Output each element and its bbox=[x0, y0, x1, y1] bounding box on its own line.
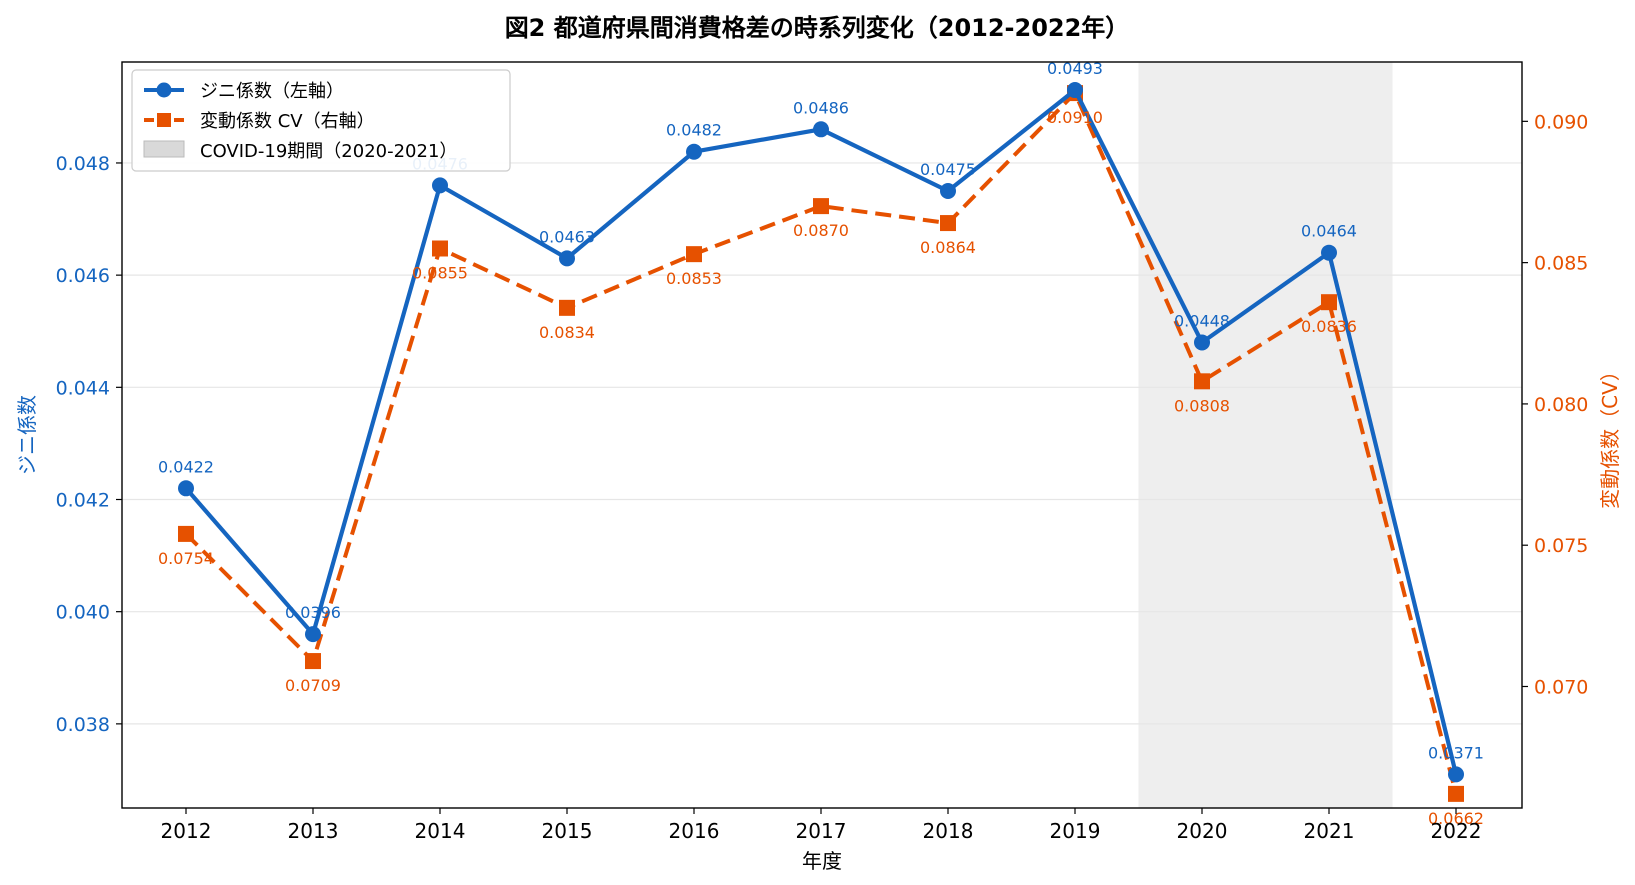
cv-line bbox=[184, 91, 1458, 795]
legend-box bbox=[131, 69, 511, 172]
cv-data-label: 0.0808 bbox=[1174, 396, 1230, 415]
y-right-tick-label: 0.075 bbox=[1534, 535, 1588, 557]
y-right-tick-label: 0.085 bbox=[1534, 253, 1588, 275]
legend-gini-swatch-marker bbox=[156, 82, 172, 98]
cv-marker bbox=[813, 198, 829, 215]
cv-marker bbox=[178, 525, 194, 542]
gini-data-label: 0.0422 bbox=[158, 457, 214, 476]
cv-data-label: 0.0870 bbox=[793, 221, 849, 240]
cv-data-label: 0.0910 bbox=[1047, 108, 1103, 127]
cv-data-label: 0.0853 bbox=[666, 269, 722, 288]
gini-marker bbox=[432, 177, 448, 194]
gini-data-label: 0.0464 bbox=[1301, 222, 1357, 241]
x-tick-label: 2012 bbox=[161, 819, 212, 843]
cv-marker bbox=[1321, 294, 1337, 311]
series-layer: 0.04220.03960.04760.04630.04820.04860.04… bbox=[158, 59, 1484, 828]
covid-shade-rect bbox=[1138, 62, 1393, 808]
cv-data-label: 0.0834 bbox=[539, 323, 595, 342]
legend: ジニ係数（左軸） 変動係数 CV（右軸） COVID-19期間（2020-2021） bbox=[131, 69, 511, 172]
cv-marker bbox=[432, 240, 448, 257]
x-tick-label: 2020 bbox=[1177, 819, 1228, 843]
cv-data-label: 0.0754 bbox=[158, 549, 214, 568]
legend-cv-label: 変動係数 CV（右軸） bbox=[200, 111, 375, 132]
x-tick-label: 2021 bbox=[1304, 819, 1355, 843]
y-right-tick-label: 0.090 bbox=[1534, 111, 1588, 133]
legend-cv-swatch-marker bbox=[157, 113, 171, 127]
gini-marker bbox=[305, 626, 321, 643]
gini-data-label: 0.0475 bbox=[920, 160, 976, 179]
chart-title: 図2 都道府県間消費格差の時系列変化（2012-2022年） bbox=[505, 14, 1130, 42]
cv-data-label: 0.0836 bbox=[1301, 317, 1357, 336]
gini-marker bbox=[559, 250, 575, 267]
gini-data-label: 0.0486 bbox=[793, 98, 849, 117]
cv-data-label: 0.0662 bbox=[1428, 809, 1484, 828]
gini-marker bbox=[940, 183, 956, 200]
x-tick-label: 2016 bbox=[669, 819, 720, 843]
y-left-tick-label: 0.048 bbox=[56, 153, 110, 175]
cv-marker bbox=[686, 246, 702, 263]
gini-data-label: 0.0396 bbox=[285, 603, 341, 622]
cv-data-label: 0.0864 bbox=[920, 238, 976, 257]
plot-frame bbox=[121, 61, 1523, 809]
axes: 0.038 0.040 0.042 0.044 0.046 0.048 0.070 0.075… bbox=[56, 61, 1588, 843]
cv-data-label: 0.0855 bbox=[412, 264, 468, 283]
gini-marker bbox=[1321, 244, 1337, 261]
x-tick-label: 2022 bbox=[1431, 819, 1482, 843]
y-axis-right-label: 変動係数（CV） bbox=[1598, 361, 1622, 509]
x-tick-label: 2017 bbox=[796, 819, 847, 843]
gini-marker bbox=[1448, 766, 1464, 783]
legend-gini-label: ジニ係数（左軸） bbox=[200, 81, 344, 102]
cv-marker bbox=[559, 299, 575, 316]
gini-data-label: 0.0482 bbox=[666, 121, 722, 140]
x-tick-label: 2015 bbox=[542, 819, 593, 843]
y-right-tick-label: 0.080 bbox=[1534, 394, 1588, 416]
legend-covid-label: COVID-19期間（2020-2021） bbox=[200, 141, 457, 162]
gini-data-label: 0.0448 bbox=[1174, 311, 1230, 330]
y-axis-left-label: ジニ係数 bbox=[15, 395, 39, 475]
x-tick-label: 2018 bbox=[923, 819, 974, 843]
y-left-tick-label: 0.046 bbox=[56, 265, 110, 287]
y-left-tick-label: 0.044 bbox=[56, 377, 110, 399]
gini-data-label: 0.0371 bbox=[1428, 743, 1484, 762]
gini-data-label: 0.0463 bbox=[539, 227, 595, 246]
gini-marker bbox=[178, 480, 194, 497]
x-tick-label: 2013 bbox=[288, 819, 339, 843]
y-right-tick-label: 0.070 bbox=[1534, 676, 1588, 698]
cv-marker bbox=[1194, 373, 1210, 390]
x-axis-label: 年度 bbox=[802, 849, 842, 873]
gini-marker bbox=[686, 143, 702, 160]
legend-covid-swatch bbox=[143, 140, 185, 158]
cv-marker bbox=[305, 653, 321, 670]
gini-marker bbox=[813, 121, 829, 138]
y-left-tick-label: 0.042 bbox=[56, 490, 110, 512]
gini-data-label: 0.0493 bbox=[1047, 59, 1103, 78]
x-tick-label: 2019 bbox=[1050, 819, 1101, 843]
cv-marker bbox=[1448, 785, 1464, 802]
y-left-tick-label: 0.038 bbox=[56, 714, 110, 736]
gini-marker bbox=[1067, 82, 1083, 99]
cv-data-label: 0.0709 bbox=[285, 676, 341, 695]
gini-marker bbox=[1194, 334, 1210, 351]
x-tick-label: 2014 bbox=[415, 819, 466, 843]
covid-shaded-region bbox=[1138, 62, 1393, 808]
y-left-tick-label: 0.040 bbox=[56, 602, 110, 624]
cv-marker bbox=[940, 215, 956, 232]
